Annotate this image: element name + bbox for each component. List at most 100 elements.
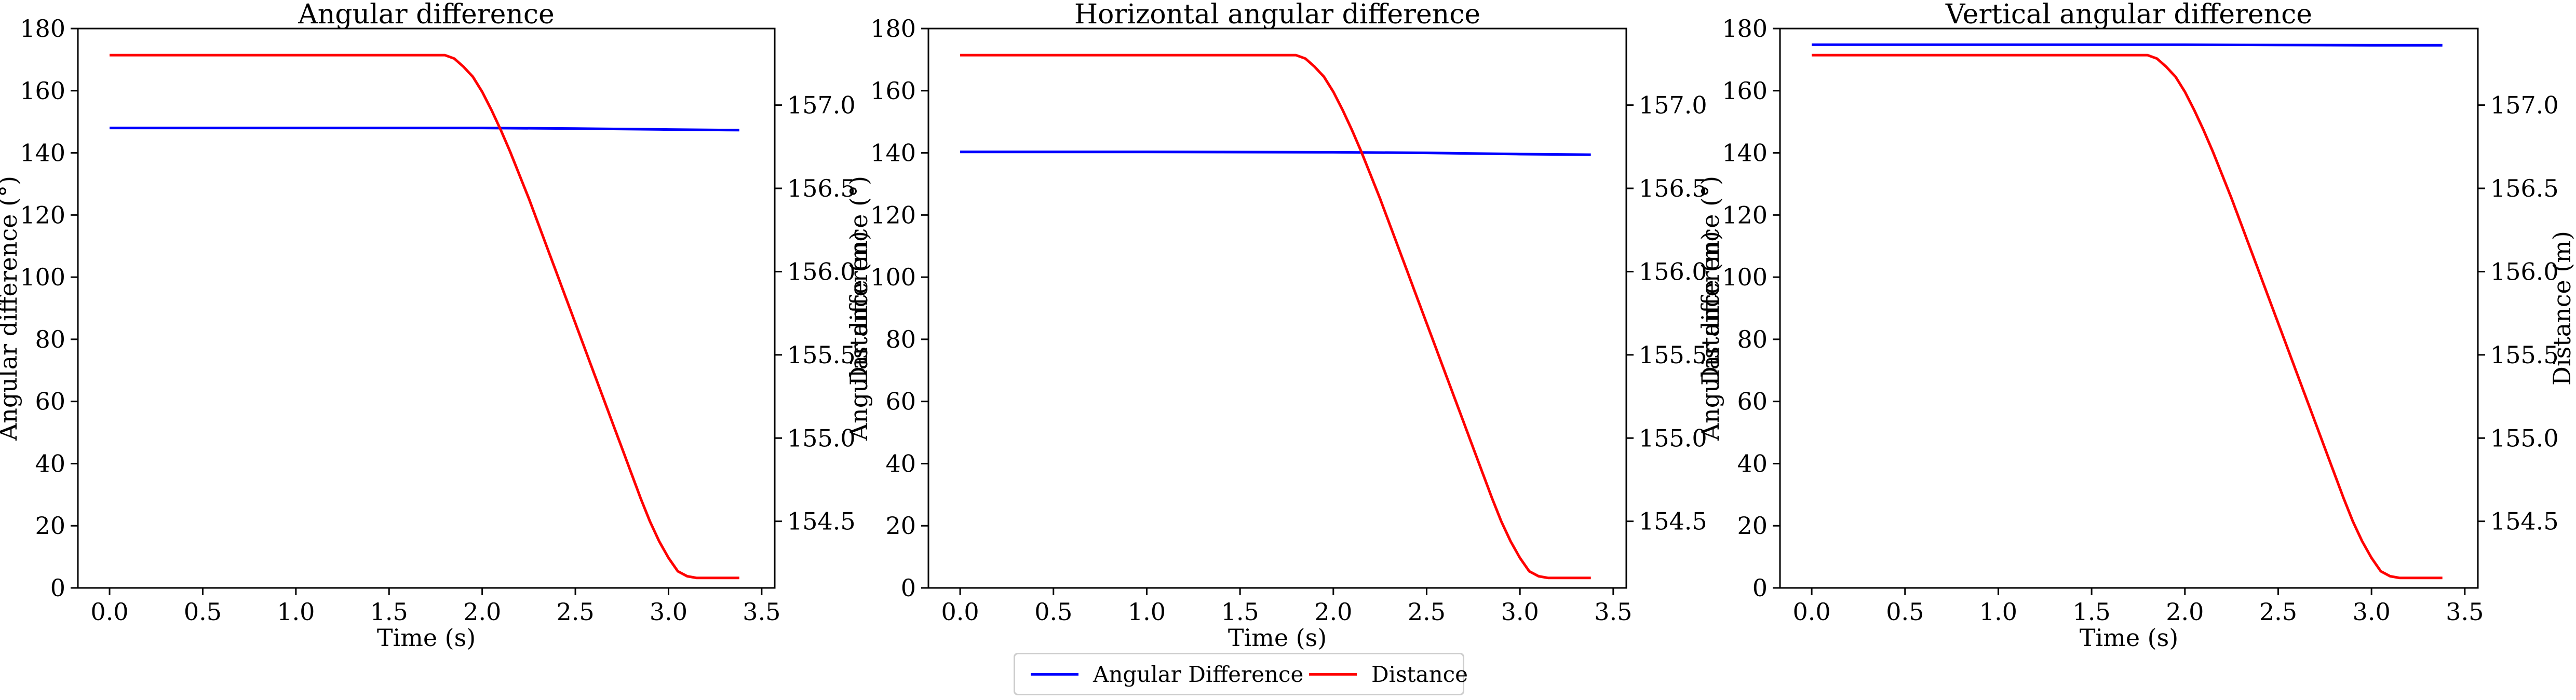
y-axis-label: Angular difference (°) xyxy=(1696,176,1724,441)
x-tick-label-1-5: 1.5 xyxy=(1221,598,1259,626)
x-tick-label-2-5: 2.5 xyxy=(2259,598,2297,626)
y-tick-label-160: 160 xyxy=(20,77,65,105)
x-tick-label-0-0: 0.0 xyxy=(1793,598,1831,626)
y-tick-label-80: 80 xyxy=(1737,325,1768,353)
legend-label-distance: Distance xyxy=(1371,661,1468,687)
y2-tick-label-155-0: 155.0 xyxy=(787,424,856,452)
legend: Angular Difference Distance xyxy=(1014,653,1468,695)
y-tick-label-80: 80 xyxy=(885,325,916,353)
plot-frame xyxy=(77,28,776,589)
series-line-angular-difference xyxy=(960,150,1591,156)
y2-tick-label-154-5: 154.5 xyxy=(787,507,856,536)
chart-panel-3: 0.0 0.5 1.0 1.5 2.0 2.5 3.0 3.5 0 20 40 60 80 100 120 1… xyxy=(1696,0,2576,652)
y-tick-label-160: 160 xyxy=(1722,77,1768,105)
y-tick-label-140: 140 xyxy=(1722,139,1768,167)
y2-tick-label-156-0: 156.0 xyxy=(787,257,856,285)
y2-axis-label: Distance (m) xyxy=(845,231,873,386)
y2-tick-label-155-0: 155.0 xyxy=(1639,424,1707,452)
y-tick-label-40: 40 xyxy=(885,449,916,477)
y-tick-label-60: 60 xyxy=(1737,388,1768,416)
y2-tick-label-157-0: 157.0 xyxy=(787,91,856,119)
y2-tick-label-155-5: 155.5 xyxy=(2490,341,2559,369)
x-tick-label-3-5: 3.5 xyxy=(743,598,780,626)
x-axis-label: Time (s) xyxy=(377,624,476,652)
y2-axis-label: Distance (m) xyxy=(1696,231,1724,386)
series-line-distance xyxy=(110,53,739,580)
y2-tick-label-155-5: 155.5 xyxy=(1639,341,1707,369)
series-line-angular-difference xyxy=(110,127,739,132)
y2-tick-label-155-0: 155.0 xyxy=(2490,424,2559,452)
x-tick-label-0-0: 0.0 xyxy=(90,598,128,626)
y-tick-label-100: 100 xyxy=(870,263,916,291)
x-tick-label-2-0: 2.0 xyxy=(1314,598,1352,626)
x-tick-label-1-0: 1.0 xyxy=(1128,598,1166,626)
y-tick-label-20: 20 xyxy=(885,512,916,540)
y-tick-label-100: 100 xyxy=(20,263,65,291)
series-line-distance xyxy=(960,53,1591,580)
y-tick-label-120: 120 xyxy=(1722,201,1768,229)
x-tick-label-0-5: 0.5 xyxy=(1886,598,1924,626)
x-tick-label-3-0: 3.0 xyxy=(650,598,687,626)
y-tick-label-120: 120 xyxy=(870,201,916,229)
y2-tick-label-155-5: 155.5 xyxy=(787,341,856,369)
y-tick-label-120: 120 xyxy=(20,201,65,229)
x-tick-label-2-0: 2.0 xyxy=(2166,598,2204,626)
legend-swatch-angular-difference xyxy=(1031,672,1078,676)
y-tick-label-180: 180 xyxy=(870,15,916,43)
y-tick-label-60: 60 xyxy=(885,388,916,416)
x-tick-label-0-5: 0.5 xyxy=(184,598,222,626)
plot-frame xyxy=(927,28,1627,589)
chart-title: Vertical angular difference xyxy=(1945,0,2312,30)
chart-panel-2: 0.0 0.5 1.0 1.5 2.0 2.5 3.0 3.5 0 20 40 60 80 100 120 1… xyxy=(845,0,1724,652)
y2-tick-label-154-5: 154.5 xyxy=(1639,507,1707,536)
x-axis-label: Time (s) xyxy=(2080,624,2178,652)
y-tick-label-40: 40 xyxy=(35,449,65,477)
y-tick-label-20: 20 xyxy=(1737,512,1768,540)
chart-title: Angular difference xyxy=(298,0,555,30)
x-tick-label-1-0: 1.0 xyxy=(1979,598,2017,626)
x-tick-label-3-0: 3.0 xyxy=(2353,598,2391,626)
x-tick-label-2-5: 2.5 xyxy=(1408,598,1446,626)
y2-tick-label-156-0: 156.0 xyxy=(2490,257,2559,285)
x-tick-label-1-5: 1.5 xyxy=(370,598,408,626)
y-tick-label-160: 160 xyxy=(870,77,916,105)
y-tick-label-80: 80 xyxy=(35,325,65,353)
y-tick-label-180: 180 xyxy=(1722,15,1768,43)
y2-tick-label-156-5: 156.5 xyxy=(2490,174,2559,202)
y-tick-label-180: 180 xyxy=(20,15,65,43)
y2-tick-label-156-5: 156.5 xyxy=(1639,174,1707,202)
y-tick-label-140: 140 xyxy=(20,139,65,167)
y-tick-label-20: 20 xyxy=(35,512,65,540)
y-tick-label-100: 100 xyxy=(1722,263,1768,291)
y2-tick-label-156-5: 156.5 xyxy=(787,174,856,202)
y-axis-label: Angular difference (°) xyxy=(845,176,873,441)
legend-item-distance: Distance xyxy=(1309,654,1468,694)
x-tick-label-0-5: 0.5 xyxy=(1034,598,1072,626)
y-tick-label-140: 140 xyxy=(870,139,916,167)
legend-label-angular-difference: Angular Difference xyxy=(1093,661,1304,687)
y2-tick-label-154-5: 154.5 xyxy=(2490,507,2559,536)
y-tick-label-0: 0 xyxy=(50,574,65,602)
x-axis-label: Time (s) xyxy=(1228,624,1327,652)
x-tick-label-1-0: 1.0 xyxy=(277,598,315,626)
x-tick-label-1-5: 1.5 xyxy=(2073,598,2111,626)
x-tick-label-2-5: 2.5 xyxy=(556,598,594,626)
x-tick-label-3-0: 3.0 xyxy=(1501,598,1539,626)
y2-axis-label: Distance (m) xyxy=(2548,231,2576,386)
legend-item-angular-difference: Angular Difference xyxy=(1031,654,1303,694)
y-tick-label-40: 40 xyxy=(1737,449,1768,477)
x-tick-label-3-5: 3.5 xyxy=(2446,598,2484,626)
chart-panel-1: 0.0 0.5 1.0 1.5 2.0 2.5 3.0 3.5 0 20 40 60 80 100 120 1… xyxy=(0,0,873,652)
plot-frame xyxy=(1779,28,2479,589)
y-axis-label: Angular difference (°) xyxy=(0,176,22,441)
x-tick-label-0-0: 0.0 xyxy=(941,598,979,626)
x-tick-label-2-0: 2.0 xyxy=(463,598,501,626)
y-tick-label-0: 0 xyxy=(1752,574,1768,602)
series-line-distance xyxy=(1812,53,2443,580)
chart-title: Horizontal angular difference xyxy=(1074,0,1480,30)
x-tick-label-3-5: 3.5 xyxy=(1594,598,1632,626)
legend-swatch-distance xyxy=(1309,672,1357,676)
y2-tick-label-157-0: 157.0 xyxy=(2490,91,2559,119)
y-tick-label-0: 0 xyxy=(901,574,916,602)
